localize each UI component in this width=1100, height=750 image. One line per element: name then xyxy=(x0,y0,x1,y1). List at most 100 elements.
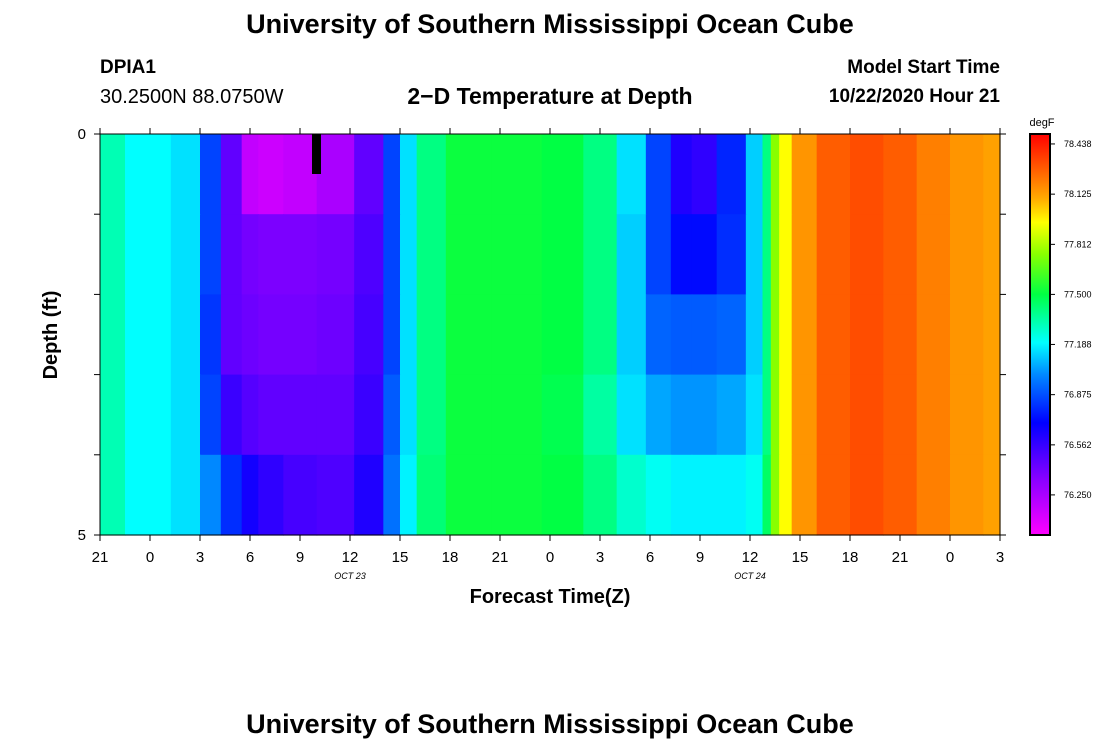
y-axis-label: Depth (ft) xyxy=(40,291,62,380)
x-tick-label: 3 xyxy=(996,549,1004,566)
heatmap-cell xyxy=(816,214,851,295)
colorbar-tick-label: 76.562 xyxy=(1064,440,1092,450)
heatmap-cell xyxy=(716,374,747,456)
heatmap-cell xyxy=(779,454,793,536)
heatmap-cell xyxy=(745,294,764,376)
heatmap-cell xyxy=(220,134,243,215)
heatmap-cell xyxy=(983,374,1001,456)
heatmap-cell xyxy=(716,134,747,215)
heatmap-cell xyxy=(791,374,818,456)
heatmap-cell xyxy=(125,134,172,215)
heatmap-cell xyxy=(791,294,818,376)
heatmap-cell xyxy=(779,374,793,456)
heatmap-cell xyxy=(645,374,672,456)
x-date-label: OCT 24 xyxy=(734,571,766,581)
heatmap-cell xyxy=(491,374,543,456)
heatmap-cell xyxy=(220,214,243,295)
heatmap-cell xyxy=(220,294,243,376)
heatmap-cells xyxy=(100,134,1001,536)
heatmap-cell xyxy=(645,134,672,215)
y-axis: 05 xyxy=(78,126,1006,544)
heatmap-cell xyxy=(400,374,418,456)
heatmap-cell xyxy=(258,454,284,536)
heatmap-cell xyxy=(491,214,543,295)
heatmap-cell xyxy=(241,374,259,456)
heatmap-cell xyxy=(770,454,780,536)
colorbar-tick-label: 76.875 xyxy=(1064,390,1092,400)
colorbar-unit-label: degF xyxy=(1029,117,1054,129)
colorbar-tick-label: 77.188 xyxy=(1064,339,1092,349)
heatmap-cell xyxy=(583,374,618,456)
heatmap-cell xyxy=(125,214,172,295)
heatmap-cell xyxy=(283,454,318,536)
heatmap-cell xyxy=(883,134,918,215)
heatmap-cell xyxy=(258,374,284,456)
heatmap-cell xyxy=(241,214,259,295)
heatmap-cell xyxy=(850,134,884,215)
colorbar-tick-label: 78.438 xyxy=(1064,139,1092,149)
y-tick-label: 5 xyxy=(78,527,86,544)
heatmap-cell xyxy=(716,214,747,295)
heatmap-cell xyxy=(583,454,618,536)
heatmap-cell xyxy=(416,294,447,376)
heatmap-cell xyxy=(316,294,355,376)
heatmap-cell xyxy=(850,214,884,295)
heatmap-cell xyxy=(283,214,318,295)
heatmap-cell xyxy=(125,294,172,376)
heatmap-cell xyxy=(383,134,401,215)
heatmap-cell xyxy=(445,294,493,376)
heatmap-cell xyxy=(645,294,672,376)
heatmap-cell xyxy=(762,454,772,536)
station-coordinates: 30.2500N 88.0750W xyxy=(100,86,284,108)
x-date-label: OCT 23 xyxy=(334,571,366,581)
heatmap-cell xyxy=(316,214,355,295)
heatmap-cell xyxy=(200,374,222,456)
heatmap-cell xyxy=(170,214,201,295)
heatmap-cell xyxy=(241,454,259,536)
heatmap-cell xyxy=(791,214,818,295)
heatmap-cell xyxy=(779,134,793,215)
x-tick-label: 12 xyxy=(742,549,759,566)
heatmap-cell xyxy=(200,214,222,295)
heatmap-cell xyxy=(170,134,201,215)
heatmap-cell xyxy=(670,214,693,295)
heatmap-cell xyxy=(770,374,780,456)
x-tick-label: 21 xyxy=(92,549,109,566)
heatmap-cell xyxy=(383,454,401,536)
heatmap-cell xyxy=(541,294,584,376)
heatmap-cell xyxy=(716,454,747,536)
heatmap-cell xyxy=(670,294,693,376)
heatmap-cell xyxy=(583,134,618,215)
heatmap-cell xyxy=(416,214,447,295)
heatmap-cell xyxy=(100,294,126,376)
heatmap-cell xyxy=(791,134,818,215)
model-start-label: Model Start Time xyxy=(847,57,1000,78)
heatmap-cell xyxy=(762,214,772,295)
heatmap-cell xyxy=(916,134,951,215)
heatmap-cell xyxy=(400,134,418,215)
heatmap-cell xyxy=(916,374,951,456)
heatmap-cell xyxy=(258,214,284,295)
heatmap-cell xyxy=(354,214,384,295)
heatmap-cell xyxy=(691,134,718,215)
heatmap-cell xyxy=(716,294,747,376)
heatmap-cell xyxy=(200,454,222,536)
heatmap-cell xyxy=(850,454,884,536)
heatmap-cell xyxy=(691,454,718,536)
colorbar: degF 78.438 78.125 77.812 77.500 77.188 76.87… xyxy=(1029,117,1092,536)
heatmap-cell xyxy=(779,294,793,376)
heatmap-cell xyxy=(616,134,647,215)
heatmap-cell xyxy=(762,374,772,456)
x-tick-label: 15 xyxy=(792,549,809,566)
heatmap-cell xyxy=(200,134,222,215)
heatmap-cell xyxy=(354,454,384,536)
heatmap-cell xyxy=(220,454,243,536)
heatmap-cell xyxy=(316,454,355,536)
colorbar-gradient-bar xyxy=(1029,133,1051,536)
x-tick-label: 6 xyxy=(246,549,254,566)
x-tick-label: 6 xyxy=(646,549,654,566)
x-tick-label: 0 xyxy=(946,549,954,566)
heatmap-cell xyxy=(950,374,984,456)
heatmap-cell xyxy=(616,214,647,295)
